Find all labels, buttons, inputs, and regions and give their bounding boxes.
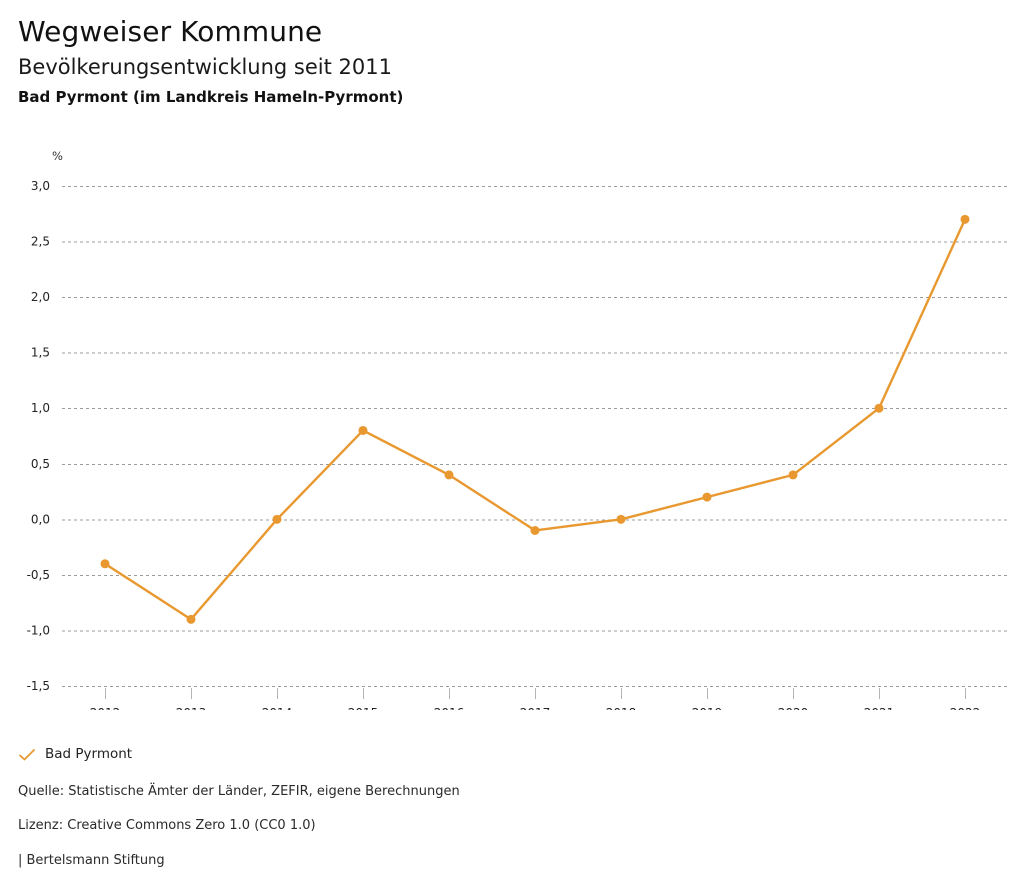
y-axis-tick-label: 1,5 (31, 346, 50, 360)
x-axis-tick-label: 2022 (950, 706, 981, 710)
x-axis-tick-marks (105, 688, 966, 699)
x-axis-tick-label: 2018 (606, 706, 637, 710)
data-point[interactable] (186, 614, 196, 624)
gridlines (62, 186, 1008, 687)
chart-area: % 3,0 2,5 2,0 1,5 1,0 0,5 0,0 -0,5 -1,0 -1,5 2012… (0, 140, 1024, 710)
x-axis-tick-label: 2021 (864, 706, 895, 710)
y-axis-tick-label: -1,5 (27, 679, 50, 693)
data-point[interactable] (530, 525, 540, 535)
publisher-note: | Bertelsmann Stiftung (18, 852, 165, 868)
x-axis-tick-label: 2016 (434, 706, 465, 710)
y-axis-tick-label: 2,0 (31, 290, 50, 304)
x-axis-tick-label: 2019 (692, 706, 723, 710)
x-axis-tick-labels: 2012 2013 2014 2015 2016 2017 2018 2019 2020 2021… (90, 706, 981, 710)
y-axis-tick-label: 0,0 (31, 512, 50, 526)
data-point[interactable] (788, 470, 798, 480)
y-axis-tick-label: -0,5 (27, 568, 50, 582)
data-point[interactable] (702, 492, 712, 502)
data-point[interactable] (358, 425, 368, 435)
source-note: Quelle: Statistische Ämter der Länder, Z… (18, 784, 460, 799)
line-chart: % 3,0 2,5 2,0 1,5 1,0 0,5 0,0 -0,5 -1,0 -1,5 2012… (27, 149, 1008, 710)
x-axis-tick-label: 2015 (348, 706, 379, 710)
x-axis-tick-label: 2020 (778, 706, 809, 710)
chart-header: Wegweiser Kommune Bevölkerungsentwicklun… (18, 14, 998, 106)
data-point[interactable] (272, 514, 282, 524)
data-point[interactable] (444, 470, 454, 480)
y-axis-unit-label: % (52, 149, 63, 163)
data-point[interactable] (960, 214, 970, 224)
data-point[interactable] (616, 514, 626, 524)
legend-item-label[interactable]: Bad Pyrmont (45, 746, 133, 763)
y-axis-tick-label: -1,0 (27, 623, 50, 637)
y-axis-tick-label: 3,0 (31, 179, 50, 193)
x-axis-tick-label: 2017 (520, 706, 551, 710)
x-axis-tick-label: 2013 (176, 706, 207, 710)
y-axis-tick-label: 1,0 (31, 401, 50, 415)
check-icon (19, 749, 35, 761)
series-line (103, 218, 967, 621)
data-point[interactable] (100, 559, 110, 569)
y-axis-tick-labels: 3,0 2,5 2,0 1,5 1,0 0,5 0,0 -0,5 -1,0 -1,5 (27, 179, 50, 693)
license-note: Lizenz: Creative Commons Zero 1.0 (CC0 1… (18, 818, 316, 834)
chart-subtitle: Bevölkerungsentwicklung seit 2011 (18, 55, 392, 79)
data-point[interactable] (874, 403, 884, 413)
chart-region-label: Bad Pyrmont (im Landkreis Hameln-Pyrmont… (18, 88, 404, 107)
x-axis-tick-label: 2014 (262, 706, 293, 710)
x-axis-tick-label: 2012 (90, 706, 121, 710)
page-title: Wegweiser Kommune (18, 15, 323, 48)
chart-footer: Quelle: Statistische Ämter der Länder, Z… (18, 784, 998, 869)
data-series-group (100, 214, 970, 624)
y-axis-tick-label: 0,5 (31, 457, 50, 471)
y-axis-tick-label: 2,5 (31, 235, 50, 249)
chart-legend[interactable]: Bad Pyrmont (18, 744, 132, 766)
